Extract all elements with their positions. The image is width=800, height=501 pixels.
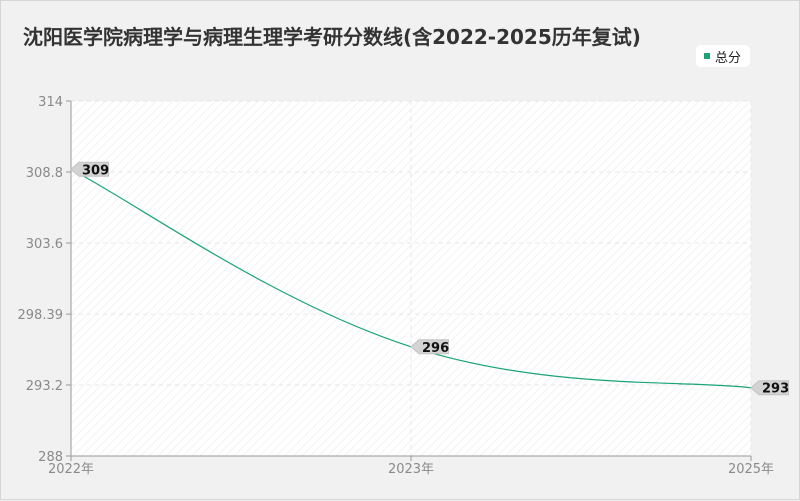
y-tick-label: 314 — [38, 95, 63, 110]
chart-title: 沈阳医学院病理学与病理生理学考研分数线(含2022-2025历年复试) — [23, 25, 641, 49]
data-label-tag — [750, 380, 789, 396]
x-tick-label: 2025年 — [728, 462, 774, 477]
x-tick-label: 2023年 — [388, 462, 434, 477]
data-label: 309 — [82, 163, 109, 178]
legend-label: 总分 — [714, 50, 741, 66]
data-label-tag — [70, 161, 109, 177]
y-tick-label: 303.6 — [26, 237, 63, 252]
data-label: 296 — [422, 341, 449, 356]
y-tick-label: 288 — [38, 450, 63, 465]
y-tick-label: 298.39 — [18, 308, 64, 323]
x-tick-label: 2022年 — [48, 462, 94, 477]
data-label-tag — [410, 339, 449, 355]
legend[interactable]: 总分 — [695, 45, 750, 67]
legend-swatch — [703, 53, 710, 59]
data-label: 293 — [762, 382, 789, 397]
y-tick-label: 308.8 — [26, 166, 63, 181]
y-tick-label: 293.2 — [26, 379, 63, 394]
